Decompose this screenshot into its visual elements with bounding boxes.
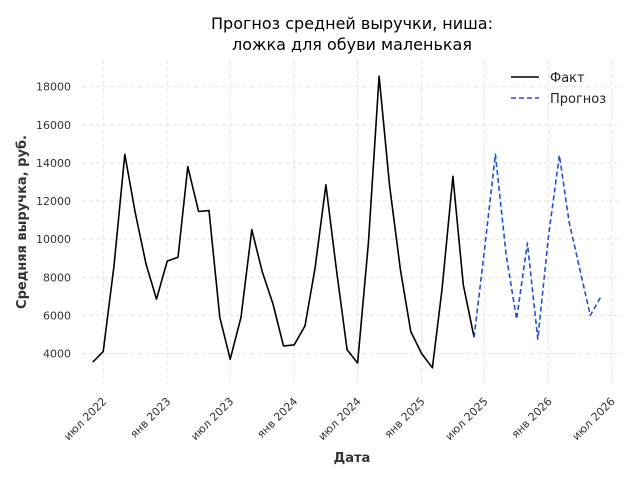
x-axis-ticks: июл 2022 янв 2023 июл 2023 янв 2024 июл 2024… [61,395,617,443]
series-line-forecast [473,153,602,341]
chart-title-line-1: Прогноз средней выручки, ниша: [211,14,493,33]
x-tick-label: янв 2026 [509,395,555,441]
x-tick-label: янв 2025 [382,395,428,441]
y-tick-label: 10000 [36,233,71,246]
y-tick-label: 16000 [36,119,71,132]
y-tick-label: 14000 [36,157,71,170]
x-tick-label: июл 2023 [188,395,236,443]
legend-label-fact: Факт [550,71,585,86]
y-tick-label: 4000 [43,348,71,361]
legend: Факт Прогноз [511,71,606,107]
x-tick-label: июл 2024 [316,395,364,443]
y-tick-label: 12000 [36,195,71,208]
x-tick-label: янв 2023 [128,395,174,441]
grid [82,60,622,384]
x-axis-label: Дата [334,451,371,466]
x-tick-label: июл 2026 [570,395,618,443]
legend-label-forecast: Прогноз [550,92,606,107]
chart-title-line-2: ложка для обуви маленькая [232,35,472,54]
y-tick-label: 18000 [36,81,71,94]
y-tick-label: 8000 [43,271,71,284]
y-axis-label: Средняя выручка, руб. [15,135,30,309]
series-lines [92,75,602,369]
y-tick-label: 6000 [43,309,71,322]
series-line-fact [92,75,475,369]
x-tick-label: июл 2025 [443,395,491,443]
x-tick-label: янв 2024 [255,395,301,441]
y-axis-ticks: 4000 6000 8000 10000 12000 14000 16000 18000 [36,81,71,361]
x-tick-label: июл 2022 [61,395,109,443]
